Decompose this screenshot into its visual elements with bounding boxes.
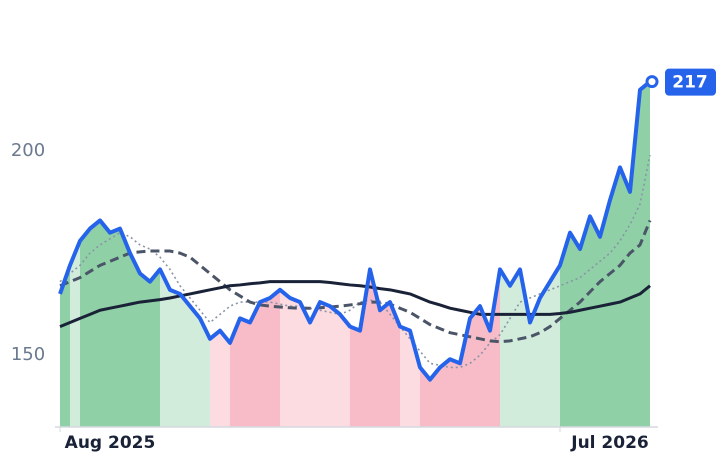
last-value-badge: [665, 68, 716, 96]
region: [400, 326, 420, 427]
y-tick-label: 150: [11, 344, 45, 365]
series-line: [58, 80, 652, 382]
last-point: [645, 75, 659, 89]
region: [500, 265, 560, 427]
region: [160, 269, 210, 427]
x-tick-label: Aug 2025: [65, 433, 156, 453]
region: [230, 289, 280, 427]
region: [80, 220, 160, 427]
region: [280, 289, 350, 427]
region: [560, 81, 650, 428]
series-line: [59, 219, 652, 344]
series-line: [59, 280, 651, 328]
y-tick-label: 200: [11, 140, 45, 161]
region: [70, 240, 80, 427]
last-value-label: 217: [672, 73, 708, 93]
region: [210, 330, 230, 427]
region: [420, 269, 500, 427]
region: [60, 265, 70, 427]
region: [350, 269, 400, 427]
x-tick-label: Jul 2026: [570, 433, 649, 453]
